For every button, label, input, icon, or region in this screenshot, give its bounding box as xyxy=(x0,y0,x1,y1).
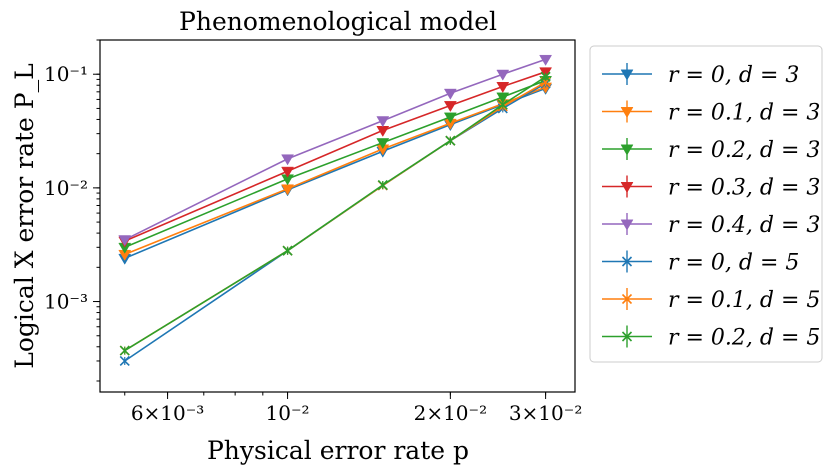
legend-box xyxy=(589,45,823,363)
data-point xyxy=(445,135,456,146)
y-tick-label: 10⁻¹ xyxy=(44,62,88,86)
data-point xyxy=(540,71,551,82)
series-line xyxy=(124,82,547,362)
data-point xyxy=(376,116,390,128)
legend-marker xyxy=(621,331,633,342)
series-1 xyxy=(118,82,553,261)
series-line xyxy=(124,87,546,260)
legend-item: r = 0.2, d = 3 xyxy=(602,138,820,163)
legend-label: r = 0.2, d = 3 xyxy=(668,138,820,163)
series-line xyxy=(124,76,547,352)
legend-label: r = 0.4, d = 3 xyxy=(668,213,820,238)
marker-stroke xyxy=(377,179,388,191)
data-point xyxy=(443,112,457,124)
data-point xyxy=(376,138,390,150)
legend-item: r = 0.2, d = 5 xyxy=(602,325,820,351)
legend-marker xyxy=(620,69,634,81)
marker-stroke xyxy=(621,293,633,305)
series-line xyxy=(124,58,546,241)
series-line xyxy=(124,71,546,242)
x-axis-label: Physical error rate p xyxy=(207,436,469,465)
x-tick-label: 6×10⁻³ xyxy=(131,401,205,425)
legend-marker xyxy=(621,256,633,267)
axes-frame xyxy=(99,39,576,393)
legend-marker xyxy=(620,144,634,156)
legend: r = 0, d = 3 r = 0.1, d = 3 r = 0.2, d = 3… xyxy=(589,45,823,363)
legend-item: r = 0.3, d = 3 xyxy=(602,175,820,201)
series-4 xyxy=(118,54,553,247)
x-tick-label: 2×10⁻² xyxy=(414,401,488,425)
legend-label: r = 0, d = 3 xyxy=(668,63,799,88)
data-point xyxy=(377,179,388,191)
x-tick-label: 3×10⁻² xyxy=(509,401,583,425)
legend-item: r = 0, d = 5 xyxy=(602,250,799,276)
y-tick-label: 10⁻³ xyxy=(44,290,88,314)
y-axis-label: Logical X error rate P_L xyxy=(10,63,39,368)
series-line xyxy=(124,79,546,249)
legend-label: r = 0.3, d = 3 xyxy=(668,176,820,201)
series-0 xyxy=(118,83,553,265)
x-axis: 6×10⁻³ 10⁻² 2×10⁻² 3×10⁻² xyxy=(124,392,583,425)
data-point xyxy=(443,88,457,100)
legend-label: r = 0.1, d = 5 xyxy=(668,288,820,313)
marker-stroke xyxy=(621,331,633,342)
marker-stroke xyxy=(445,135,456,146)
legend-marker xyxy=(620,219,634,231)
series-line xyxy=(124,86,546,256)
series-line xyxy=(124,81,546,352)
data-point xyxy=(376,126,390,137)
data-point xyxy=(119,355,130,367)
data-point xyxy=(539,54,553,66)
legend-item: r = 0, d = 3 xyxy=(602,63,799,88)
data-point xyxy=(281,154,294,166)
legend-marker xyxy=(621,293,633,305)
marker-stroke xyxy=(119,345,130,356)
legend-item: r = 0.1, d = 3 xyxy=(602,100,820,126)
plot-area xyxy=(118,54,553,367)
series-2 xyxy=(118,76,553,254)
y-tick-label: 10⁻² xyxy=(44,176,88,200)
legend-label: r = 0.2, d = 5 xyxy=(668,326,820,351)
legend-label: r = 0.1, d = 3 xyxy=(668,101,820,126)
data-point xyxy=(497,99,508,110)
legend-item: r = 0.4, d = 3 xyxy=(602,213,820,238)
data-point xyxy=(282,245,293,256)
y-axis: 10⁻³ 10⁻² 10⁻¹ xyxy=(44,39,100,382)
series-7 xyxy=(119,71,551,356)
marker-stroke xyxy=(621,256,633,267)
data-point xyxy=(118,235,132,247)
data-point xyxy=(496,82,510,93)
data-point xyxy=(281,166,294,178)
data-point xyxy=(443,101,457,113)
marker-stroke xyxy=(282,245,293,256)
marker-stroke xyxy=(497,99,508,110)
legend-marker xyxy=(620,107,634,118)
legend-item: r = 0.1, d = 5 xyxy=(602,288,820,313)
x-tick-label: 10⁻² xyxy=(266,401,310,425)
data-point xyxy=(119,345,130,356)
marker-stroke xyxy=(540,71,551,82)
legend-label: r = 0, d = 5 xyxy=(668,251,799,276)
legend-marker xyxy=(620,182,634,193)
series-3 xyxy=(118,67,553,248)
data-point xyxy=(496,69,510,81)
chart-title: Phenomenological model xyxy=(179,7,497,36)
marker-stroke xyxy=(119,355,130,367)
